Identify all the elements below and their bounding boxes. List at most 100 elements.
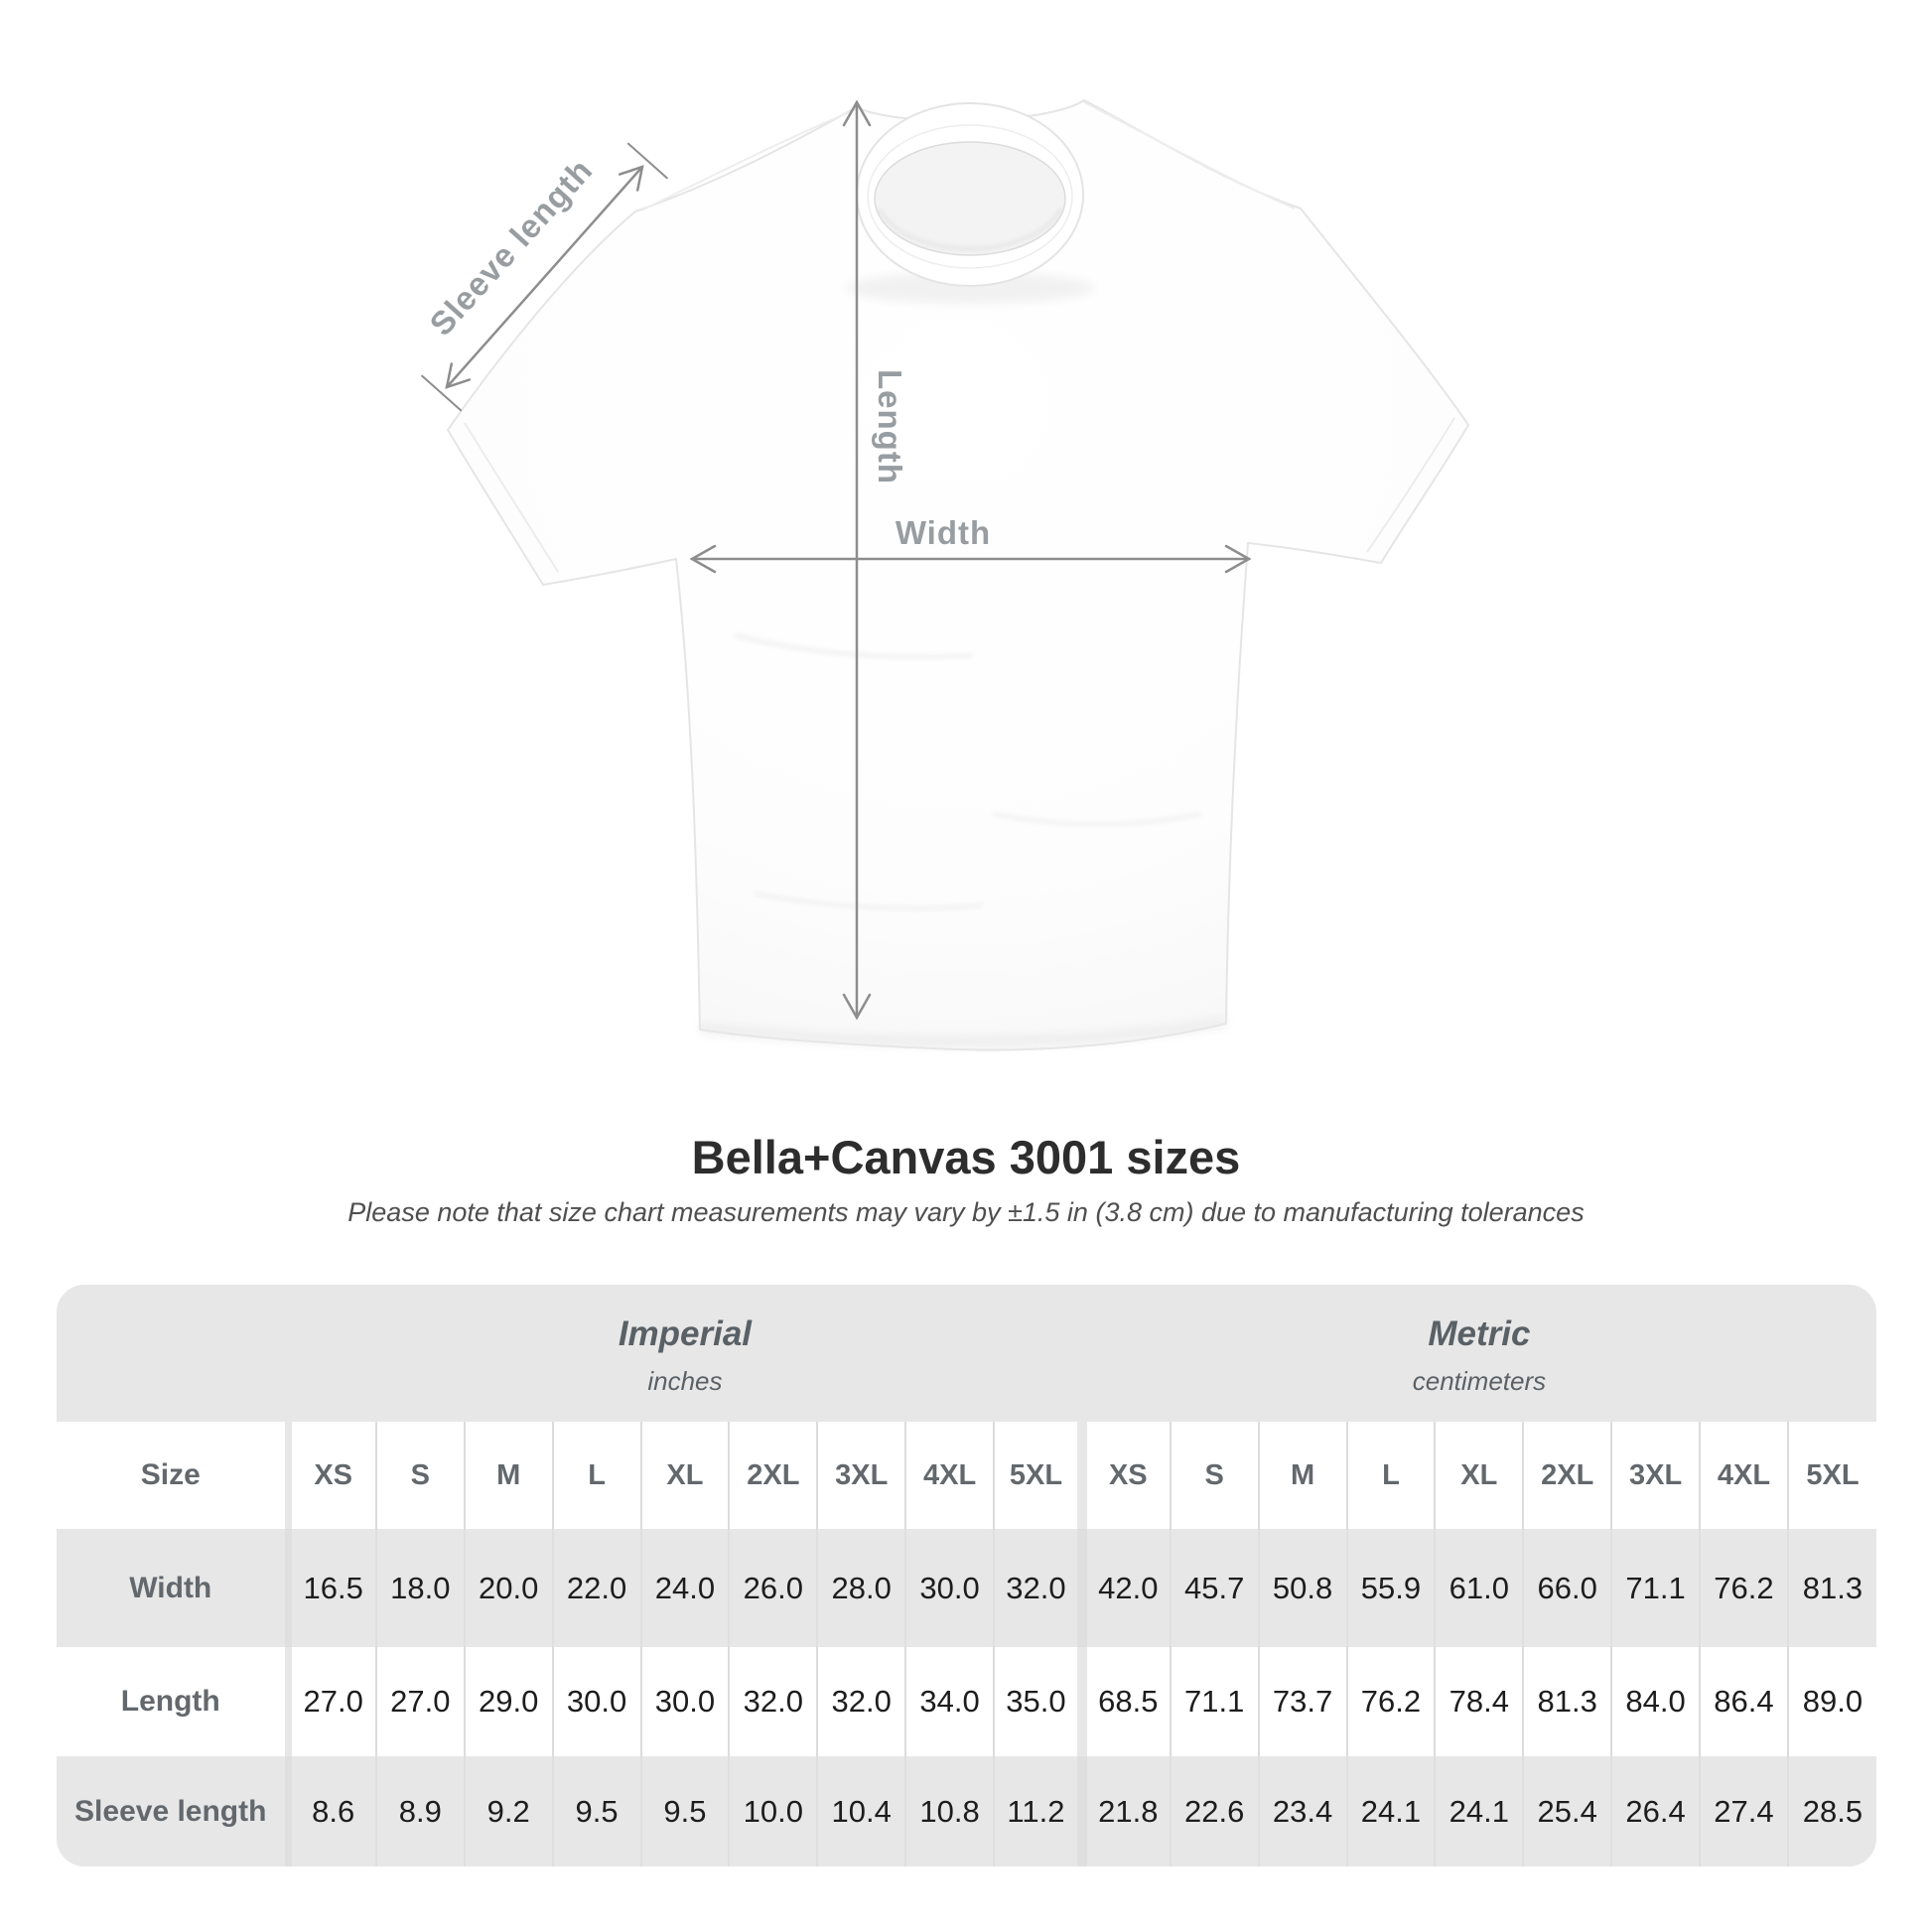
length-metric-cell: 76.2 xyxy=(1345,1647,1436,1756)
table-row-sleeve-length: Sleeve length 8.6 8.9 9.2 9.5 9.5 10.0 1… xyxy=(57,1756,1876,1866)
length-metric-cell: 73.7 xyxy=(1257,1647,1347,1756)
length-metric-cell: 71.1 xyxy=(1169,1647,1259,1756)
sleeve-metric-cell: 23.4 xyxy=(1257,1756,1347,1866)
tshirt-illustration xyxy=(446,98,1470,1051)
sleeve-metric-cell: 26.4 xyxy=(1610,1756,1700,1866)
group-row-corner xyxy=(57,1285,288,1422)
dimension-end-tick xyxy=(421,374,463,412)
size-table-card: Imperial inches Metric centimeters Size … xyxy=(57,1285,1876,1866)
sleeve-metric-cell: 24.1 xyxy=(1345,1756,1436,1866)
table-row-length: Length 27.0 27.0 29.0 30.0 30.0 32.0 32.… xyxy=(57,1647,1876,1756)
size-header-label: Size xyxy=(57,1422,288,1529)
col-header-imperial: 3XL xyxy=(816,1422,906,1529)
sleeve-imperial-cell: 8.9 xyxy=(374,1756,465,1866)
width-metric-cell: 71.1 xyxy=(1610,1529,1700,1647)
sleeve-metric-cell: 28.5 xyxy=(1786,1756,1876,1866)
col-header-imperial: L xyxy=(551,1422,641,1529)
length-metric-cell: 81.3 xyxy=(1522,1647,1612,1756)
sleeve-imperial-cell: 10.0 xyxy=(728,1756,818,1866)
arrowhead-upper-icon xyxy=(618,165,644,192)
imperial-group-header: Imperial inches xyxy=(288,1285,1082,1422)
fabric-wrinkles xyxy=(734,633,1202,910)
width-arrow xyxy=(689,544,1252,574)
width-metric-cell: 55.9 xyxy=(1345,1529,1436,1647)
metric-group-header: Metric centimeters xyxy=(1082,1285,1876,1422)
right-cuff-seam xyxy=(1366,417,1455,553)
width-imperial-cell: 22.0 xyxy=(551,1529,641,1647)
length-imperial-cell: 32.0 xyxy=(728,1647,818,1756)
col-header-metric: 2XL xyxy=(1522,1422,1612,1529)
collar-shadow xyxy=(846,272,1094,304)
hem-shadow xyxy=(700,1017,1226,1046)
sleeve-metric-cell: 25.4 xyxy=(1522,1756,1612,1866)
length-metric-cell: 84.0 xyxy=(1610,1647,1700,1756)
width-label: Width xyxy=(896,514,991,551)
size-table: Imperial inches Metric centimeters Size … xyxy=(57,1285,1876,1866)
width-metric-cell: 66.0 xyxy=(1522,1529,1612,1647)
sleeve-imperial-cell: 9.2 xyxy=(463,1756,553,1866)
col-header-metric: 5XL xyxy=(1786,1422,1876,1529)
col-header-imperial: XL xyxy=(639,1422,730,1529)
width-metric-cell: 76.2 xyxy=(1699,1529,1788,1647)
row-label: Length xyxy=(57,1647,288,1756)
arrowhead-right-icon xyxy=(1224,544,1252,574)
width-imperial-cell: 30.0 xyxy=(904,1529,994,1647)
col-header-imperial: S xyxy=(374,1422,465,1529)
sleeve-imperial-cell: 11.2 xyxy=(993,1756,1082,1866)
dimension-end-tick xyxy=(626,142,668,180)
right-shoulder-seam xyxy=(1083,101,1296,209)
length-metric-cell: 68.5 xyxy=(1076,1647,1171,1756)
length-metric-cell: 86.4 xyxy=(1699,1647,1788,1756)
width-imperial-cell: 16.5 xyxy=(284,1529,376,1647)
tshirt-measurement-diagram: Sleeve length Length Width xyxy=(421,98,1470,1051)
sleeve-metric-cell: 27.4 xyxy=(1699,1756,1788,1866)
col-header-imperial: 5XL xyxy=(993,1422,1082,1529)
width-metric-cell: 45.7 xyxy=(1169,1529,1259,1647)
metric-group-unit: centimeters xyxy=(1412,1365,1547,1396)
col-header-metric: XL xyxy=(1434,1422,1524,1529)
sleeve-imperial-cell: 9.5 xyxy=(639,1756,730,1866)
length-metric-cell: 78.4 xyxy=(1434,1647,1524,1756)
length-imperial-cell: 27.0 xyxy=(374,1647,465,1756)
sleeve-imperial-cell: 10.8 xyxy=(904,1756,994,1866)
sleeve-metric-cell: 22.6 xyxy=(1169,1756,1259,1866)
imperial-group-title: Imperial xyxy=(618,1314,753,1354)
length-metric-cell: 89.0 xyxy=(1786,1647,1876,1756)
arrowhead-left-icon xyxy=(689,544,717,574)
width-imperial-cell: 20.0 xyxy=(463,1529,553,1647)
width-imperial-cell: 18.0 xyxy=(374,1529,465,1647)
sleeve-metric-cell: 21.8 xyxy=(1076,1756,1171,1866)
col-header-metric: S xyxy=(1169,1422,1259,1529)
left-cuff-seam xyxy=(464,422,559,573)
sleeve-metric-cell: 24.1 xyxy=(1434,1756,1524,1866)
row-label: Width xyxy=(129,1571,212,1604)
width-metric-cell: 50.8 xyxy=(1257,1529,1347,1647)
metric-group-title: Metric xyxy=(1428,1314,1531,1354)
col-header-metric: XS xyxy=(1076,1422,1171,1529)
size-header-row: Size XS S M L XL 2XL 3XL 4XL 5XL XS S M … xyxy=(57,1422,1876,1529)
col-header-imperial: XS xyxy=(284,1422,376,1529)
col-header-metric: L xyxy=(1345,1422,1436,1529)
width-metric-cell: 81.3 xyxy=(1786,1529,1876,1647)
sleeve-imperial-cell: 8.6 xyxy=(284,1756,376,1866)
length-imperial-cell: 35.0 xyxy=(993,1647,1082,1756)
length-imperial-cell: 30.0 xyxy=(551,1647,641,1756)
col-header-metric: 4XL xyxy=(1699,1422,1788,1529)
col-header-imperial: M xyxy=(463,1422,553,1529)
width-metric-cell: 61.0 xyxy=(1434,1529,1524,1647)
unit-group-row: Imperial inches Metric centimeters xyxy=(57,1285,1876,1422)
left-shoulder-seam xyxy=(640,108,858,211)
col-header-imperial: 2XL xyxy=(728,1422,818,1529)
collar xyxy=(856,102,1084,287)
arrowhead-lower-icon xyxy=(445,362,472,389)
arrowhead-up-icon xyxy=(842,99,872,127)
col-header-metric: M xyxy=(1257,1422,1347,1529)
page-subtitle: Please note that size chart measurements… xyxy=(347,1197,1585,1227)
length-imperial-cell: 32.0 xyxy=(816,1647,906,1756)
page-title: Bella+Canvas 3001 sizes xyxy=(691,1131,1241,1183)
imperial-group-unit: inches xyxy=(647,1365,723,1396)
col-header-imperial: 4XL xyxy=(904,1422,994,1529)
sleeve-imperial-cell: 10.4 xyxy=(816,1756,906,1866)
width-imperial-cell: 24.0 xyxy=(639,1529,730,1647)
